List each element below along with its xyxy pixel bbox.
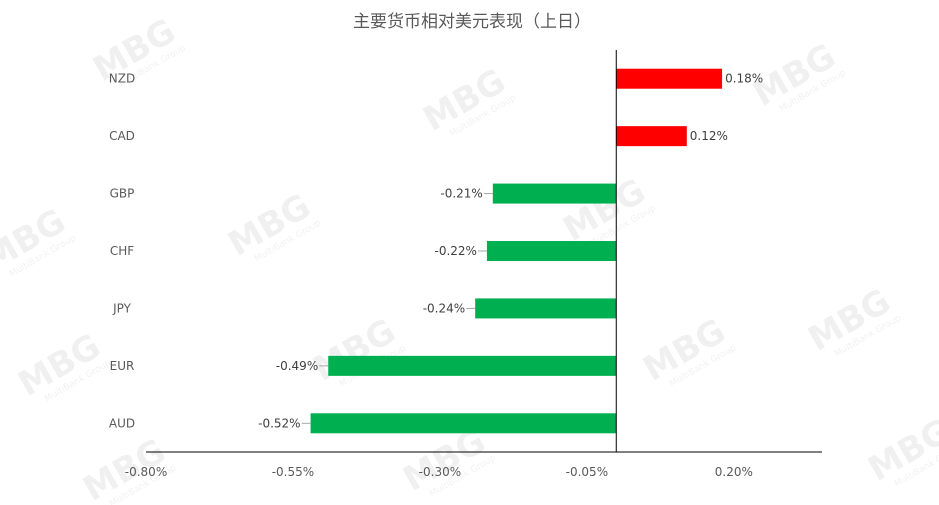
chart-title: 主要货币相对美元表现（上日）	[353, 12, 591, 32]
bar-eur	[328, 355, 617, 376]
bars-group: 0.18% 0.12% -0.21% -0.22% -0.24% -0.49% -0.52%	[258, 68, 763, 434]
data-label-gbp: -0.21%	[440, 187, 482, 201]
x-tick-label: -0.30%	[419, 465, 461, 479]
bar-jpy	[475, 298, 617, 319]
data-label-aud: -0.52%	[258, 416, 300, 430]
bar-aud	[310, 413, 617, 434]
bar-chf	[486, 241, 617, 261]
category-label-nzd: NZD	[109, 72, 135, 86]
category-label-aud: AUD	[109, 416, 135, 430]
x-tick-label: 0.20%	[715, 465, 753, 479]
data-label-jpy: -0.24%	[423, 301, 465, 315]
data-label-eur: -0.49%	[276, 359, 318, 373]
x-tick-label: -0.80%	[125, 465, 167, 479]
data-label-nzd: 0.18%	[725, 72, 763, 86]
bar-gbp	[492, 183, 617, 204]
category-label-chf: CHF	[110, 244, 134, 258]
category-label-gbp: GBP	[110, 187, 135, 201]
x-tick-label: -0.55%	[272, 465, 314, 479]
axes-group: NZD CAD GBP CHF JPY EUR AUD -0.80% -0.55% -0.30% -…	[109, 50, 822, 479]
data-label-chf: -0.22%	[434, 244, 476, 258]
bar-cad	[616, 126, 687, 147]
bar-nzd	[616, 68, 723, 89]
category-label-cad: CAD	[109, 129, 135, 143]
category-label-eur: EUR	[110, 359, 135, 373]
x-tick-label: -0.05%	[566, 465, 608, 479]
data-label-cad: 0.12%	[690, 129, 728, 143]
category-label-jpy: JPY	[112, 301, 132, 315]
